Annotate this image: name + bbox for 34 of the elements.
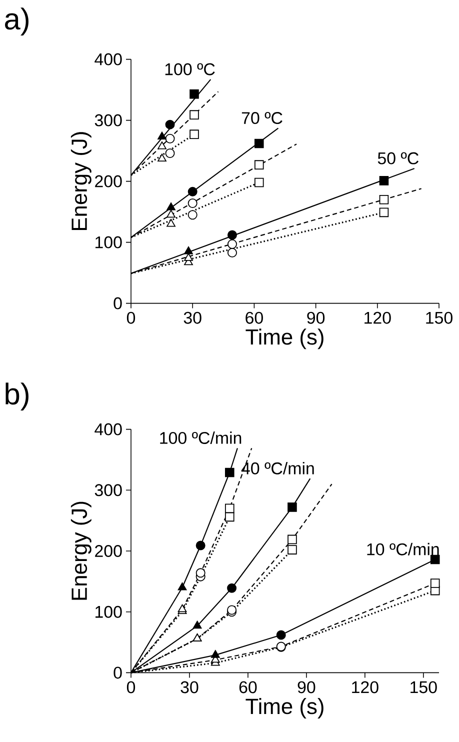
x-tick-label: 90 xyxy=(298,681,316,694)
y-tick-label: 0 xyxy=(114,666,122,679)
annotation: 10 ºC/min xyxy=(367,542,439,556)
y-axis-title: Energy (J) xyxy=(70,502,92,600)
x-tick-label: 150 xyxy=(426,312,452,324)
x-tick-label: 0 xyxy=(126,681,136,694)
y-tick-label: 300 xyxy=(94,484,122,496)
x-tick-label: 0 xyxy=(126,312,136,324)
y-tick-label: 400 xyxy=(94,53,122,66)
annotation: 100 ºC xyxy=(165,63,215,76)
y-tick-label: 100 xyxy=(96,606,122,618)
y-tick-label: 100 xyxy=(96,236,122,248)
x-tick-label: 120 xyxy=(352,681,378,694)
y-tick-label: 300 xyxy=(94,114,122,126)
x-tick-label: 120 xyxy=(364,312,391,324)
annotation: 70 ºC xyxy=(242,112,282,124)
y-tick-label: 200 xyxy=(95,175,122,188)
x-tick-label: 60 xyxy=(239,681,257,694)
x-tick-label: 150 xyxy=(410,681,437,694)
x-tick-label: 60 xyxy=(246,312,263,324)
x-axis-title: Time (s) xyxy=(246,328,324,350)
chart-title: a) xyxy=(5,8,28,36)
annotation: 50 ºC xyxy=(378,152,418,164)
annotation: 100 ºC/min xyxy=(160,432,242,444)
x-tick-label: 30 xyxy=(184,312,202,324)
x-axis-title: Time (s) xyxy=(246,698,324,718)
y-tick-label: 400 xyxy=(94,423,122,436)
y-tick-label: 200 xyxy=(95,545,122,558)
x-tick-label: 30 xyxy=(180,681,198,694)
y-tick-label: 0 xyxy=(114,297,122,310)
chart-title: b) xyxy=(6,382,28,410)
y-axis-title: Energy (J) xyxy=(70,132,92,230)
x-tick-label: 90 xyxy=(307,312,325,324)
annotation: 40 ºC/min xyxy=(241,462,314,474)
